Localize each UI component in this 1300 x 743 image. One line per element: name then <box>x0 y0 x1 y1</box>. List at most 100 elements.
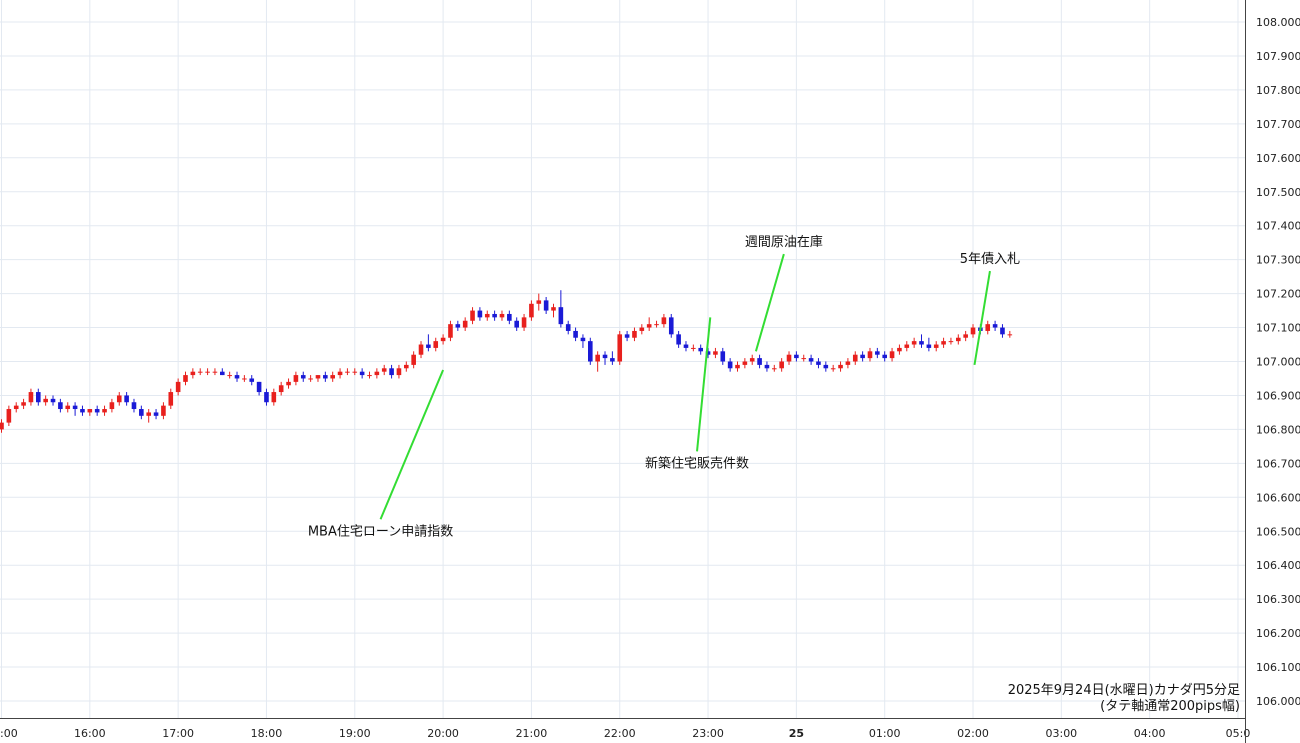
candle-body <box>168 392 174 406</box>
x-tick-label: 23:00 <box>692 727 724 740</box>
candle-body <box>58 402 63 410</box>
candle-body <box>72 405 78 410</box>
candle-body <box>411 354 416 365</box>
candle-body <box>36 392 41 403</box>
candle-body <box>970 327 976 335</box>
x-tick-label: 03:00 <box>1045 727 1077 740</box>
x-tick-label: :00 <box>0 727 18 740</box>
candle-body <box>514 320 519 328</box>
y-tick-label: 106.000 <box>1256 695 1300 708</box>
candle-body <box>985 324 991 331</box>
candle-body <box>293 375 299 382</box>
candle-body <box>190 371 196 376</box>
candle-body <box>911 341 917 345</box>
annotation-label: 5年債入札 <box>960 252 1020 267</box>
annotation-line <box>379 369 445 520</box>
candle-body <box>683 344 689 348</box>
candle-body <box>131 402 137 410</box>
candle-body <box>345 371 350 373</box>
candle-body <box>654 324 659 326</box>
candle-body <box>830 368 836 370</box>
candle-body <box>426 344 431 348</box>
candle-body <box>278 385 284 393</box>
candle-body <box>823 364 829 369</box>
candle-body <box>271 392 277 403</box>
chart-caption: 2025年9月24日(水曜日)カナダ円5分足 (タテ軸通常200pips幅) <box>1008 683 1240 715</box>
annotation-line <box>973 270 991 366</box>
candle-body <box>536 300 542 304</box>
candle-body <box>13 405 19 410</box>
candle-body <box>933 344 939 348</box>
candle-body <box>418 344 424 355</box>
candle-body <box>470 310 475 321</box>
candle-body <box>183 375 188 382</box>
candle-body <box>529 303 534 318</box>
candle-body <box>801 358 807 360</box>
candle-body <box>21 402 26 406</box>
annotation-label: MBA住宅ローン申請指数 <box>308 524 453 539</box>
candle-body <box>705 351 711 355</box>
y-tick-label: 107.300 <box>1256 254 1300 267</box>
candle-body <box>852 354 858 362</box>
candle-body <box>565 324 571 331</box>
candle-body <box>757 358 762 365</box>
y-tick-label: 106.900 <box>1256 389 1300 402</box>
y-tick-label: 107.100 <box>1256 322 1300 335</box>
candle-body <box>617 334 623 362</box>
candle-body <box>963 334 968 338</box>
y-tick-label: 108.000 <box>1256 16 1300 29</box>
candle-body <box>43 398 48 403</box>
y-tick-label: 107.400 <box>1256 220 1300 233</box>
candle-body <box>610 358 615 362</box>
candle-body <box>1007 334 1013 336</box>
candle-body <box>580 337 586 342</box>
candle-body <box>455 324 461 328</box>
candle-body <box>87 409 93 413</box>
candle-body <box>396 368 402 376</box>
y-tick-label: 107.000 <box>1256 356 1300 369</box>
x-tick-label: 22:00 <box>604 727 636 740</box>
candle-body <box>749 358 755 362</box>
y-tick-label: 106.500 <box>1256 525 1300 538</box>
y-tick-label: 106.300 <box>1256 593 1300 606</box>
candle-body <box>624 334 630 338</box>
candle-body <box>838 364 843 369</box>
candle-body <box>139 409 144 416</box>
candle-body <box>337 371 343 376</box>
candle-body <box>698 347 703 352</box>
candle-body <box>588 341 593 362</box>
candle-body <box>300 375 306 379</box>
y-tick-label: 106.600 <box>1256 491 1300 504</box>
candle-body <box>462 320 468 328</box>
candle-body <box>65 405 71 410</box>
candle-body <box>433 341 439 348</box>
candle-body <box>551 307 556 311</box>
candle-body <box>764 364 770 369</box>
x-tick-label: 01:00 <box>869 727 901 740</box>
candle-body <box>661 317 667 325</box>
candle-body <box>440 337 446 342</box>
x-tick-label: 18:00 <box>251 727 283 740</box>
annotation-line <box>754 253 785 352</box>
candle-body <box>6 409 12 423</box>
y-tick-label: 107.800 <box>1256 84 1300 97</box>
candle-body <box>1000 327 1005 335</box>
candle-body <box>484 313 490 318</box>
x-tick-label: 02:00 <box>957 727 989 740</box>
candle-body <box>205 371 210 373</box>
candle-body <box>374 371 380 376</box>
candle-body <box>286 381 291 386</box>
candle-body <box>632 330 637 338</box>
caption-line-1: 2025年9月24日(水曜日)カナダ円5分足 <box>1007 683 1240 698</box>
candle-body <box>330 375 335 379</box>
y-tick-label: 106.700 <box>1256 457 1300 470</box>
y-tick-label: 107.700 <box>1256 118 1300 131</box>
candle-body <box>352 371 358 373</box>
candle-body <box>779 361 784 369</box>
candle-body <box>558 307 564 325</box>
candle-body <box>367 375 372 377</box>
annotation-label: 週間原油在庫 <box>745 235 823 250</box>
candle-body <box>646 324 652 328</box>
candle-body <box>713 351 718 355</box>
